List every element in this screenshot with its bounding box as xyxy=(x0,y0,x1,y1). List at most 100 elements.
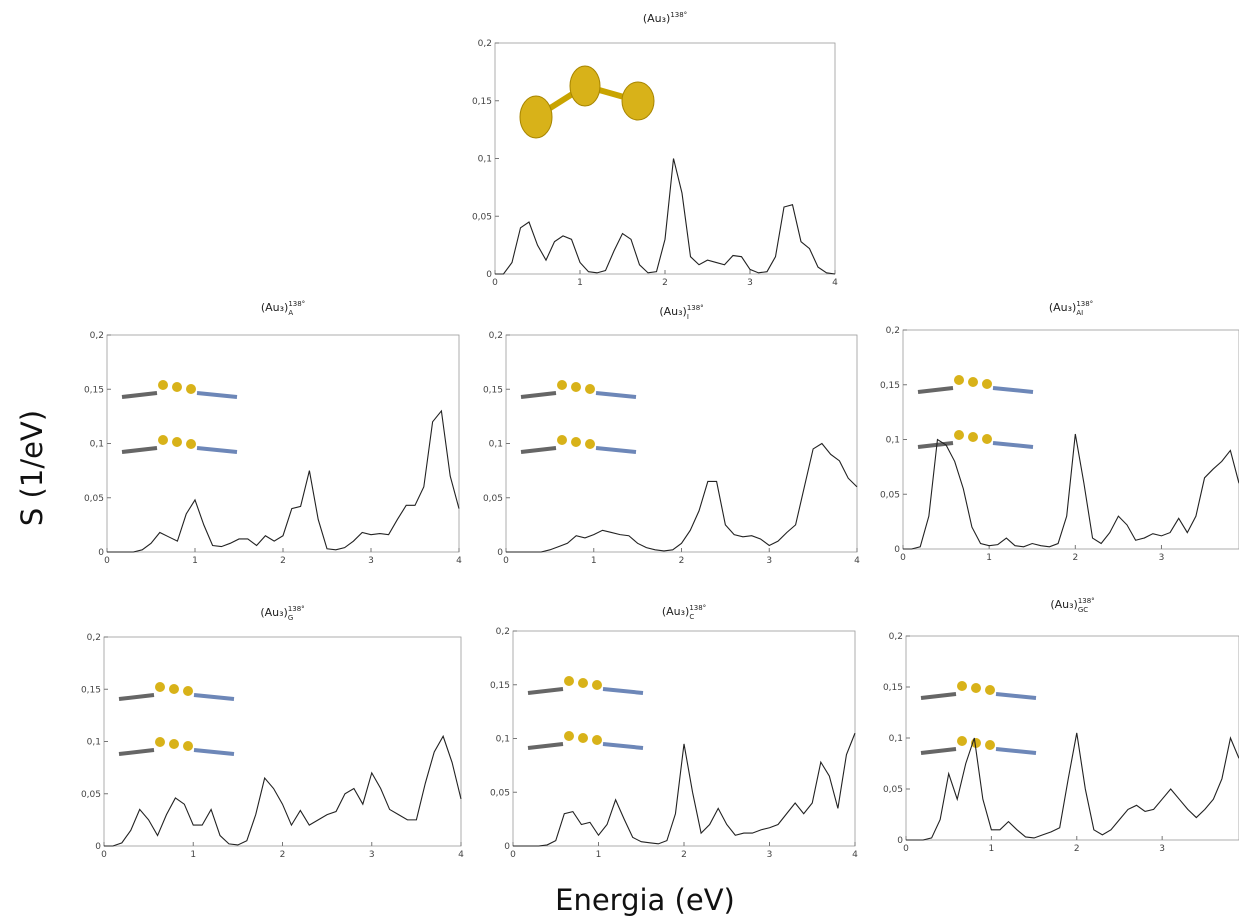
title-text: (Au₃) xyxy=(659,305,687,318)
x-tick-label: 3 xyxy=(1159,844,1165,854)
au-atom xyxy=(957,681,967,691)
au-atom xyxy=(564,731,574,741)
molecule-body xyxy=(528,689,563,693)
title-subscript: C xyxy=(689,613,694,621)
y-tick-label: 0,05 xyxy=(84,494,104,504)
molecule-body xyxy=(603,744,643,748)
au-atom xyxy=(155,682,165,692)
au-atom xyxy=(183,686,193,696)
au-atom xyxy=(971,683,981,693)
title-subscript: A xyxy=(288,309,293,317)
au3-illustration xyxy=(520,66,654,138)
y-tick-label: 0,1 xyxy=(489,440,503,450)
title-superscript: 138° xyxy=(670,11,687,19)
au-atom xyxy=(578,733,588,743)
molecule-body xyxy=(996,749,1036,753)
y-tick-label: 0,2 xyxy=(87,633,101,643)
au-atom xyxy=(557,380,567,390)
au-atom xyxy=(985,740,995,750)
title-superscript: 138° xyxy=(687,304,704,312)
molecule-body xyxy=(194,695,234,699)
x-tick-label: 4 xyxy=(852,850,858,860)
y-tick-label: 0,1 xyxy=(889,734,903,744)
x-tick-label: 3 xyxy=(747,278,753,288)
molecule-illustration xyxy=(921,681,1036,753)
x-tick-label: 3 xyxy=(1159,553,1165,563)
molecule-body xyxy=(528,744,563,748)
y-tick-label: 0,15 xyxy=(490,681,510,691)
molecule-body xyxy=(596,448,636,452)
au-atom xyxy=(982,434,992,444)
title-subscript: GC xyxy=(1078,606,1088,614)
au-atom xyxy=(571,382,581,392)
title-superscript: 138° xyxy=(689,604,706,612)
molecule-body xyxy=(194,750,234,754)
y-tick-label: 0,2 xyxy=(886,326,900,336)
y-tick-label: 0,2 xyxy=(489,331,503,341)
molecule-illustration xyxy=(119,682,234,754)
y-tick-label: 0,15 xyxy=(483,385,503,395)
au-atom xyxy=(982,379,992,389)
au-atom xyxy=(985,685,995,695)
title-subscript: G xyxy=(288,614,293,622)
title-superscript: 138° xyxy=(1078,597,1095,605)
molecule-body xyxy=(603,689,643,693)
x-tick-label: 4 xyxy=(854,556,860,566)
au-atom xyxy=(578,678,588,688)
x-tick-label: 4 xyxy=(458,850,464,860)
title-text: (Au₃) xyxy=(1050,598,1078,611)
au-atom xyxy=(557,435,567,445)
y-tick-label: 0,05 xyxy=(880,490,900,500)
x-tick-label: 0 xyxy=(101,850,107,860)
molecule-body xyxy=(996,694,1036,698)
molecule-body xyxy=(122,393,157,397)
y-tick-label: 0,1 xyxy=(90,440,104,450)
molecule-illustration xyxy=(521,380,636,452)
title-text: (Au₃) xyxy=(643,12,671,25)
molecule-body xyxy=(521,393,556,397)
au-atom xyxy=(158,435,168,445)
panel-title: (Au₃)138°I xyxy=(659,304,703,321)
molecule-body xyxy=(122,448,157,452)
x-tick-label: 2 xyxy=(1074,844,1080,854)
panel-title: (Au₃)138°AI xyxy=(1049,300,1093,317)
title-text: (Au₃) xyxy=(261,301,289,314)
spectrum-line xyxy=(495,159,835,275)
au-atom xyxy=(571,437,581,447)
au-atom xyxy=(169,739,179,749)
x-tick-label: 3 xyxy=(767,850,773,860)
spectrum-line xyxy=(903,434,1239,549)
y-tick-label: 0,2 xyxy=(90,331,104,341)
x-tick-label: 3 xyxy=(766,556,772,566)
y-tick-label: 0,2 xyxy=(496,627,510,637)
molecule-body xyxy=(993,443,1033,447)
panel-title: (Au₃)138° xyxy=(643,11,687,25)
y-tick-label: 0,1 xyxy=(478,155,492,165)
au-atom xyxy=(592,735,602,745)
title-text: (Au₃) xyxy=(1049,301,1077,314)
y-tick-label: 0,05 xyxy=(472,212,492,222)
spectrum-line xyxy=(107,411,459,552)
y-tick-label: 0,05 xyxy=(483,494,503,504)
au-atom xyxy=(155,737,165,747)
molecule-body xyxy=(197,448,237,452)
molecule-illustration xyxy=(122,380,237,452)
x-tick-label: 4 xyxy=(456,556,462,566)
au-atom xyxy=(158,380,168,390)
y-tick-label: 0,2 xyxy=(478,39,492,49)
panel-title: (Au₃)138°C xyxy=(662,604,706,621)
au-atom xyxy=(169,684,179,694)
molecule-body xyxy=(921,694,956,698)
molecule-body xyxy=(119,750,154,754)
x-tick-label: 0 xyxy=(492,278,498,288)
x-tick-label: 0 xyxy=(903,844,909,854)
x-tick-label: 0 xyxy=(104,556,110,566)
x-tick-label: 0 xyxy=(900,553,906,563)
y-tick-label: 0,15 xyxy=(84,385,104,395)
x-tick-label: 0 xyxy=(510,850,516,860)
y-tick-label: 0,2 xyxy=(889,632,903,642)
x-tick-label: 2 xyxy=(280,850,286,860)
plot-frame xyxy=(903,330,1239,549)
y-tick-label: 0,05 xyxy=(883,785,903,795)
panel-title: (Au₃)138°GC xyxy=(1050,597,1094,614)
